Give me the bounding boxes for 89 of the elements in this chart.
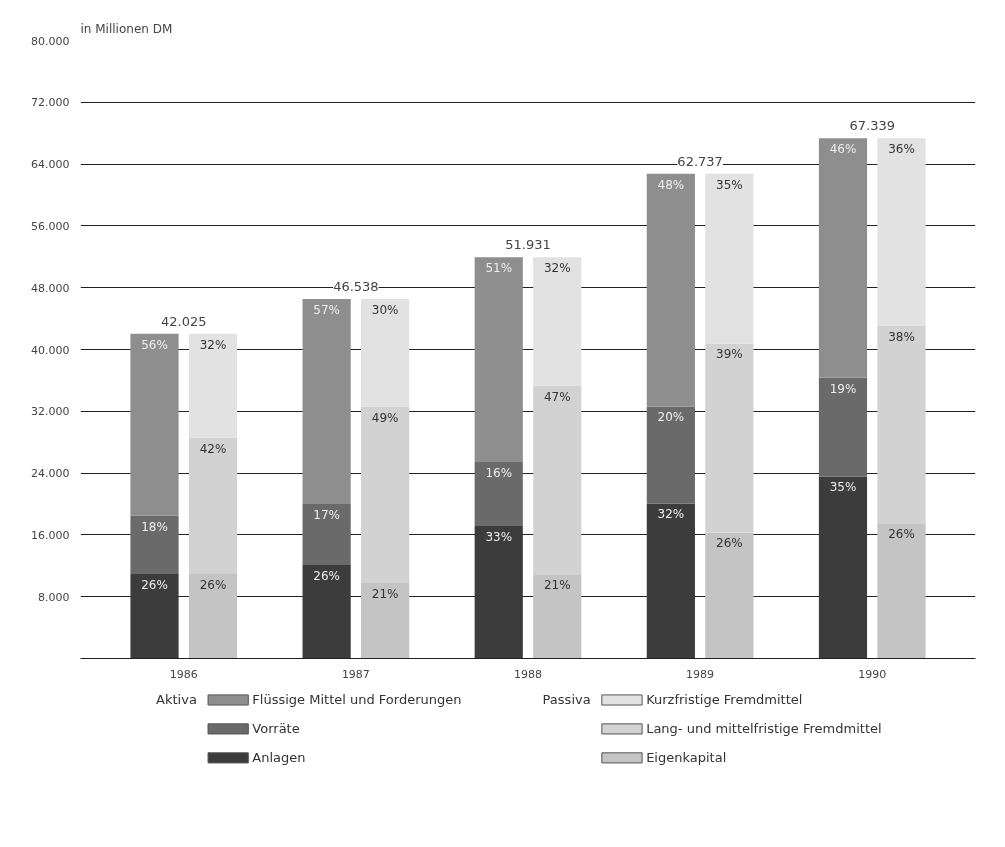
bar [130,515,179,575]
bar [474,257,523,462]
total-label: 62.737 [677,153,723,169]
bar [818,377,868,477]
annotation: 32% [543,261,571,276]
annotation: 38% [888,329,915,344]
annotation: 26% [141,578,168,593]
bar [818,138,868,378]
annotation: 21% [543,578,571,593]
legend-label: Eigenkapital [646,750,727,766]
annotation: 30% [371,302,399,317]
bar [474,461,523,527]
total-label: 51.931 [505,237,551,253]
y-tick-label: 56.000 [31,219,70,233]
y-tick-label: 24.000 [31,467,70,481]
annotation: 26% [313,569,340,584]
y-tick-label: 32.000 [31,405,70,419]
bar [188,437,238,575]
bar [705,532,754,659]
annotation: 46% [829,142,857,157]
bar [361,406,410,583]
x-tick-label: 1988 [514,667,542,681]
annotation: 33% [485,530,513,545]
annotation: 57% [313,302,340,317]
x-tick-label: 1989 [686,667,715,681]
bar [646,503,695,659]
bar [188,574,238,659]
legend-title: Aktiva [156,692,197,708]
bar [877,138,926,326]
x-tick-label: 1990 [858,667,887,681]
annotation: 48% [657,177,685,192]
y-tick-label: 40.000 [31,343,70,357]
legend-label: Anlagen [252,750,306,766]
annotation: 39% [716,347,743,362]
total-label: 67.339 [849,118,895,134]
bar [646,173,695,407]
y-tick-label: 8.000 [38,590,70,604]
x-tick-label: 1987 [341,667,370,681]
bar [361,583,410,659]
bar [361,298,410,407]
bar [302,503,351,566]
annotation: 19% [829,381,857,396]
bar [533,574,582,659]
legend-label: Flüssige Mittel und Forderungen [252,692,462,708]
bar [533,257,582,386]
bar [302,565,351,659]
bar [188,333,238,438]
bar [130,574,179,659]
bar [705,343,754,533]
annotation: 26% [888,527,915,542]
bar [130,333,179,516]
y-tick-label: 72.000 [31,96,70,110]
annotation: 36% [888,142,915,157]
bar [877,325,926,524]
annotation: 32% [657,507,685,522]
legend-label: Vorräte [252,721,300,737]
bar [302,298,351,504]
annotation: 16% [485,465,513,480]
bar [646,406,695,504]
total-label: 46.538 [333,278,379,294]
bar [818,476,868,659]
annotation: 26% [199,578,227,593]
annotation: 35% [716,177,743,192]
y-axis-title: in Millionen DM [80,21,173,36]
bar [474,526,523,659]
annotation: 56% [141,337,168,352]
y-tick-label: 80.000 [31,34,70,48]
y-tick-label: 64.000 [31,158,70,172]
annotation: 26% [716,536,743,551]
annotation: 42% [199,441,227,456]
x-tick-label: 1986 [169,667,198,681]
annotation: 47% [543,389,571,404]
bar [877,523,926,659]
legend-title: Passiva [542,692,591,708]
legend-label: Kurzfristige Fremdmittel [646,692,803,708]
legend-label: Lang- und mittelfristige Fremdmittel [646,721,882,737]
y-tick-label: 48.000 [31,281,70,295]
annotation: 18% [141,519,168,534]
annotation: 51% [485,261,513,276]
bar [705,173,754,344]
annotation: 32% [199,337,227,352]
annotation: 35% [829,480,857,495]
annotation: 49% [371,410,399,425]
y-tick-label: 16.000 [31,528,70,542]
annotation: 17% [313,507,340,522]
annotation: 21% [371,587,399,601]
annotation: 20% [657,410,685,425]
total-label: 42.025 [161,313,207,329]
bar [533,385,582,575]
